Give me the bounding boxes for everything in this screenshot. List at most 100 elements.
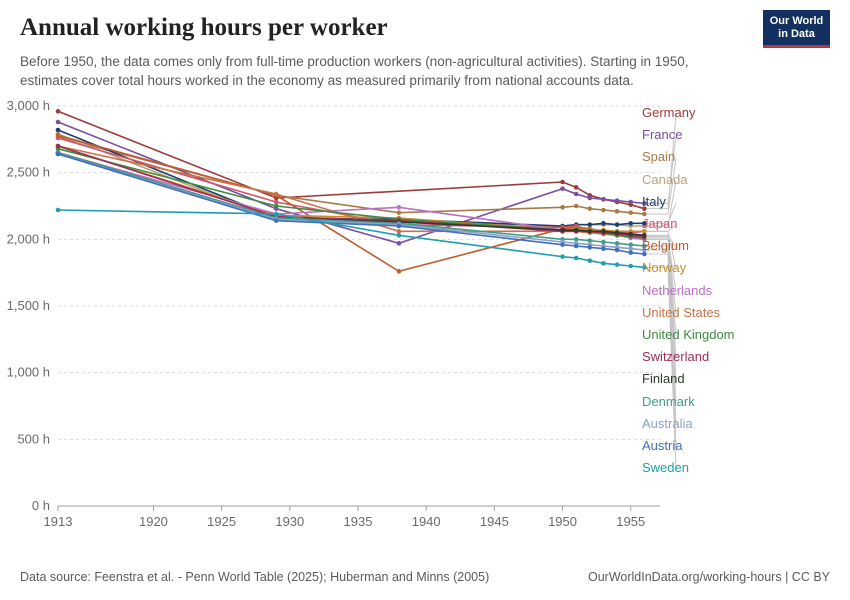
subtitle-text: Before 1950, the data comes only from fu…	[20, 52, 720, 90]
data-point-denmark[interactable]	[628, 242, 633, 247]
legend-item-australia[interactable]: Australia	[642, 416, 693, 431]
data-point-france[interactable]	[588, 196, 593, 201]
data-point-france[interactable]	[574, 192, 579, 197]
legend-item-norway[interactable]: Norway	[642, 260, 686, 275]
data-point-australia[interactable]	[628, 246, 633, 251]
legend-item-united-kingdom[interactable]: United Kingdom	[642, 327, 735, 342]
data-point-sweden[interactable]	[615, 262, 620, 267]
svg-text:0 h: 0 h	[32, 498, 50, 513]
data-point-italy[interactable]	[615, 222, 620, 227]
data-point-belgium[interactable]	[397, 269, 402, 274]
data-point-france[interactable]	[628, 200, 633, 205]
legend-item-france[interactable]: France	[642, 127, 682, 142]
svg-text:2,000 h: 2,000 h	[7, 231, 50, 246]
data-point-denmark[interactable]	[574, 237, 579, 242]
data-point-sweden[interactable]	[601, 261, 606, 266]
data-point-france[interactable]	[56, 120, 61, 125]
svg-text:1935: 1935	[344, 514, 373, 529]
data-point-finland[interactable]	[574, 228, 579, 233]
data-point-finland[interactable]	[615, 230, 620, 235]
data-point-spain[interactable]	[397, 210, 402, 215]
svg-text:1930: 1930	[275, 514, 304, 529]
svg-text:1920: 1920	[139, 514, 168, 529]
series-line-belgium[interactable]	[58, 135, 644, 271]
data-point-denmark[interactable]	[615, 241, 620, 246]
legend-item-belgium[interactable]: Belgium	[642, 238, 689, 253]
legend-item-japan[interactable]: Japan	[642, 216, 677, 231]
svg-text:1940: 1940	[412, 514, 441, 529]
line-chart-svg[interactable]: 0 h 500 h 1,000 h 1,500 h 2,000 h 2,500 h 3,00…	[20, 100, 710, 540]
data-point-germany[interactable]	[560, 180, 565, 185]
data-point-austria[interactable]	[588, 245, 593, 250]
data-point-italy[interactable]	[588, 222, 593, 227]
legend-item-germany[interactable]: Germany	[642, 105, 695, 120]
data-point-austria[interactable]	[56, 152, 61, 157]
data-point-united-kingdom[interactable]	[274, 204, 279, 209]
data-point-spain[interactable]	[628, 210, 633, 215]
legend-item-spain[interactable]: Spain	[642, 149, 675, 164]
data-point-denmark[interactable]	[588, 238, 593, 243]
series-lines-group[interactable]	[56, 109, 647, 274]
data-point-austria[interactable]	[274, 218, 279, 223]
yaxis-labels-group: 0 h500 h1,000 h1,500 h2,000 h2,500 h3,00…	[7, 98, 50, 513]
svg-text:1945: 1945	[480, 514, 509, 529]
data-point-spain[interactable]	[574, 204, 579, 209]
data-point-netherlands[interactable]	[397, 205, 402, 210]
owid-logo: Our World in Data	[763, 10, 830, 48]
legend-item-canada[interactable]: Canada	[642, 172, 688, 187]
data-point-spain[interactable]	[615, 209, 620, 214]
data-point-italy[interactable]	[601, 221, 606, 226]
data-point-spain[interactable]	[588, 206, 593, 211]
legend-item-sweden[interactable]: Sweden	[642, 460, 689, 475]
page-title: Annual working hours per worker	[20, 14, 388, 42]
legend-group[interactable]: Germany France Spain Canada Italy Japan Belgiu…	[642, 100, 710, 540]
legend-item-netherlands[interactable]: Netherlands	[642, 283, 712, 298]
data-point-germany[interactable]	[56, 109, 61, 114]
data-point-spain[interactable]	[560, 205, 565, 210]
data-point-finland[interactable]	[601, 229, 606, 234]
series-line-spain[interactable]	[58, 137, 644, 214]
data-point-finland[interactable]	[560, 228, 565, 233]
data-point-austria[interactable]	[397, 224, 402, 229]
data-point-belgium[interactable]	[56, 133, 61, 138]
data-point-austria[interactable]	[601, 246, 606, 251]
data-point-sweden[interactable]	[588, 258, 593, 263]
data-point-sweden[interactable]	[274, 212, 279, 217]
data-point-germany[interactable]	[574, 185, 579, 190]
data-point-finland[interactable]	[588, 229, 593, 234]
svg-text:500 h: 500 h	[17, 431, 50, 446]
data-point-italy[interactable]	[628, 221, 633, 226]
data-point-denmark[interactable]	[601, 240, 606, 245]
data-point-austria[interactable]	[574, 244, 579, 249]
footer: Data source: Feenstra et al. - Penn Worl…	[20, 570, 830, 584]
data-point-sweden[interactable]	[560, 254, 565, 259]
svg-text:2,500 h: 2,500 h	[7, 165, 50, 180]
data-point-finland[interactable]	[628, 232, 633, 237]
legend-item-italy[interactable]: Italy	[642, 194, 666, 209]
data-link-text: OurWorldInData.org/working-hours | CC BY	[588, 570, 830, 584]
data-point-sweden[interactable]	[628, 264, 633, 269]
data-point-japan[interactable]	[274, 200, 279, 205]
data-point-france[interactable]	[397, 241, 402, 246]
data-point-france[interactable]	[615, 198, 620, 203]
legend-item-united-states[interactable]: United States	[642, 305, 720, 320]
data-point-france[interactable]	[601, 197, 606, 202]
data-point-italy[interactable]	[56, 128, 61, 133]
data-point-austria[interactable]	[560, 242, 565, 247]
data-point-switzerland[interactable]	[56, 144, 61, 149]
data-point-france[interactable]	[560, 186, 565, 191]
data-point-sweden[interactable]	[397, 233, 402, 238]
legend-item-finland[interactable]: Finland	[642, 371, 685, 386]
data-point-austria[interactable]	[615, 248, 620, 253]
legend-item-austria[interactable]: Austria	[642, 438, 682, 453]
legend-item-switzerland[interactable]: Switzerland	[642, 349, 709, 364]
data-point-spain[interactable]	[601, 208, 606, 213]
svg-text:1,000 h: 1,000 h	[7, 365, 50, 380]
data-point-sweden[interactable]	[56, 208, 61, 213]
data-point-united-states[interactable]	[274, 192, 279, 197]
legend-item-denmark[interactable]: Denmark	[642, 394, 695, 409]
svg-text:3,000 h: 3,000 h	[7, 98, 50, 113]
data-point-austria[interactable]	[628, 250, 633, 255]
data-point-united-states[interactable]	[397, 229, 402, 234]
data-point-sweden[interactable]	[574, 256, 579, 261]
